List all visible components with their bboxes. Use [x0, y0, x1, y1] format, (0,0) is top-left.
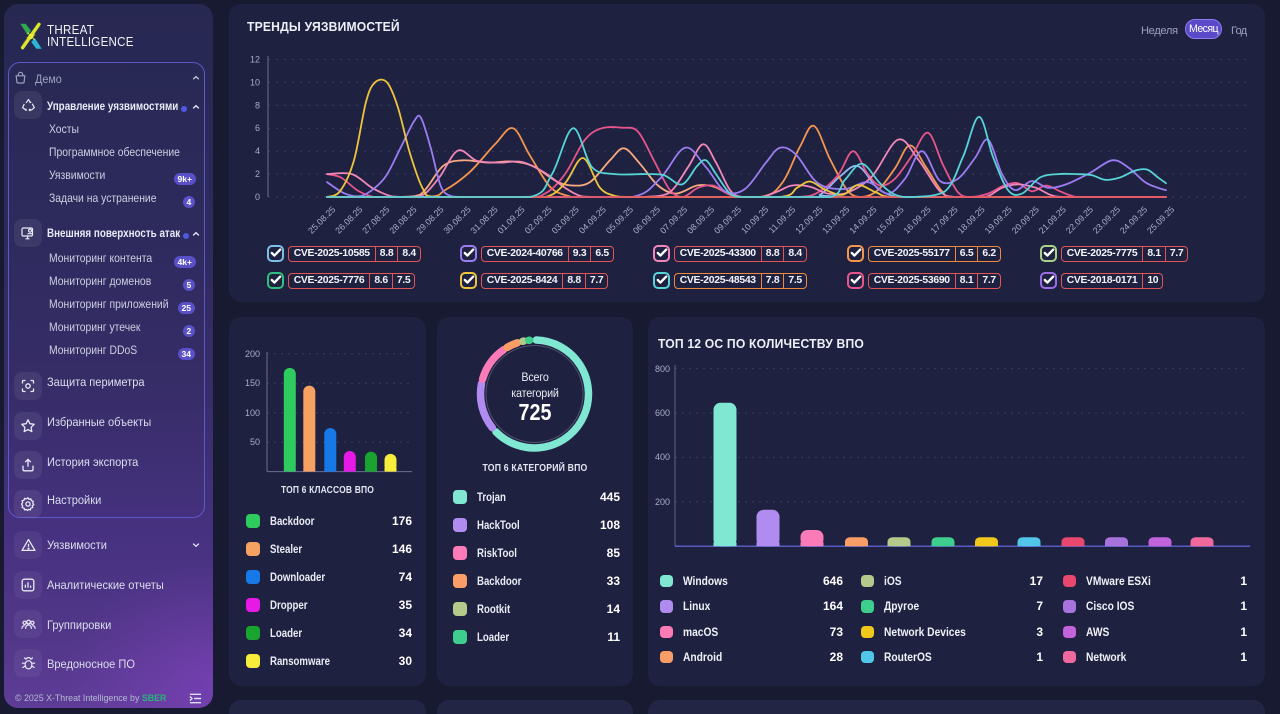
svg-text:16.09.25: 16.09.25	[901, 204, 932, 235]
svg-text:29.08.25: 29.08.25	[414, 204, 445, 235]
svg-text:25.09.25: 25.09.25	[1145, 204, 1176, 235]
svg-text:07.09.25: 07.09.25	[658, 204, 689, 235]
svg-text:31.08.25: 31.08.25	[469, 204, 500, 235]
svg-text:20.09.25: 20.09.25	[1010, 204, 1041, 235]
svg-text:01.09.25: 01.09.25	[496, 204, 527, 235]
svg-text:04.09.25: 04.09.25	[577, 204, 608, 235]
svg-text:15.09.25: 15.09.25	[874, 204, 905, 235]
svg-text:400: 400	[655, 452, 670, 462]
svg-text:11.09.25: 11.09.25	[767, 204, 798, 235]
svg-text:13.09.25: 13.09.25	[820, 204, 851, 235]
svg-text:0: 0	[255, 192, 260, 202]
svg-text:10.09.25: 10.09.25	[739, 204, 770, 235]
svg-text:600: 600	[655, 408, 670, 418]
svg-text:8: 8	[255, 100, 260, 110]
svg-text:50: 50	[250, 437, 260, 447]
svg-text:22.09.25: 22.09.25	[1064, 204, 1095, 235]
svg-text:6: 6	[255, 123, 260, 133]
svg-text:06.09.25: 06.09.25	[631, 204, 662, 235]
svg-text:200: 200	[655, 497, 670, 507]
svg-text:4: 4	[255, 146, 260, 156]
svg-text:30.08.25: 30.08.25	[441, 204, 472, 235]
svg-text:17.09.25: 17.09.25	[929, 204, 960, 235]
svg-text:18.09.25: 18.09.25	[956, 204, 987, 235]
svg-text:28.08.25: 28.08.25	[387, 204, 418, 235]
svg-text:800: 800	[655, 364, 670, 374]
svg-text:10: 10	[250, 77, 260, 87]
svg-text:26.08.25: 26.08.25	[333, 204, 364, 235]
svg-text:200: 200	[245, 349, 260, 359]
svg-text:19.09.25: 19.09.25	[983, 204, 1014, 235]
svg-text:05.09.25: 05.09.25	[604, 204, 635, 235]
svg-text:02.09.25: 02.09.25	[523, 204, 554, 235]
svg-text:100: 100	[245, 408, 260, 418]
svg-text:150: 150	[245, 378, 260, 388]
svg-text:12: 12	[250, 55, 260, 65]
svg-text:21.09.25: 21.09.25	[1037, 204, 1068, 235]
svg-text:23.09.25: 23.09.25	[1091, 204, 1122, 235]
svg-text:24.09.25: 24.09.25	[1118, 204, 1149, 235]
svg-text:03.09.25: 03.09.25	[550, 204, 581, 235]
svg-text:27.08.25: 27.08.25	[360, 204, 391, 235]
svg-text:12.09.25: 12.09.25	[793, 204, 824, 235]
svg-text:08.09.25: 08.09.25	[685, 204, 716, 235]
svg-text:25.08.25: 25.08.25	[306, 204, 337, 235]
svg-text:09.09.25: 09.09.25	[712, 204, 743, 235]
svg-text:2: 2	[255, 169, 260, 179]
svg-text:14.09.25: 14.09.25	[847, 204, 878, 235]
